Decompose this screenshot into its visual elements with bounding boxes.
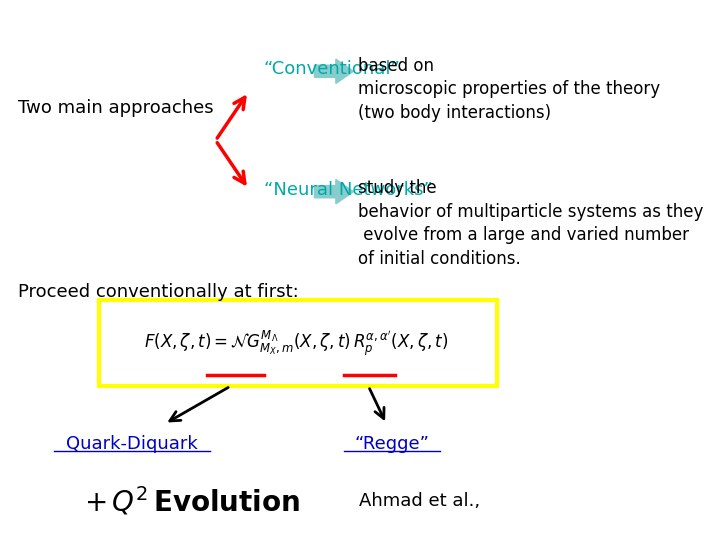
Text: “Conventional”: “Conventional” xyxy=(264,60,400,78)
Text: $F(X,\zeta,t)=\mathcal{N}G_{M_X,m}^{M_\Lambda}(X,\zeta,t)\,R_p^{\alpha,\alpha^\p: $F(X,\zeta,t)=\mathcal{N}G_{M_X,m}^{M_\L… xyxy=(144,328,449,357)
Text: study the
behavior of multiparticle systems as they
 evolve from a large and var: study the behavior of multiparticle syst… xyxy=(358,179,703,268)
Text: $+\,Q^2\,\mathbf{Evolution}$: $+\,Q^2\,\mathbf{Evolution}$ xyxy=(84,485,300,517)
Text: based on
microscopic properties of the theory
(two body interactions): based on microscopic properties of the t… xyxy=(358,57,660,122)
Text: “Regge”: “Regge” xyxy=(355,435,430,453)
Text: Proceed conventionally at first:: Proceed conventionally at first: xyxy=(18,282,299,301)
Bar xyxy=(99,300,497,386)
Text: Quark-Diquark: Quark-Diquark xyxy=(66,435,198,453)
Text: “Neural Networks”: “Neural Networks” xyxy=(264,181,433,199)
Polygon shape xyxy=(315,59,354,83)
Polygon shape xyxy=(315,179,354,204)
Text: Ahmad et al.,: Ahmad et al., xyxy=(359,492,480,510)
Text: Two main approaches: Two main approaches xyxy=(18,99,214,117)
